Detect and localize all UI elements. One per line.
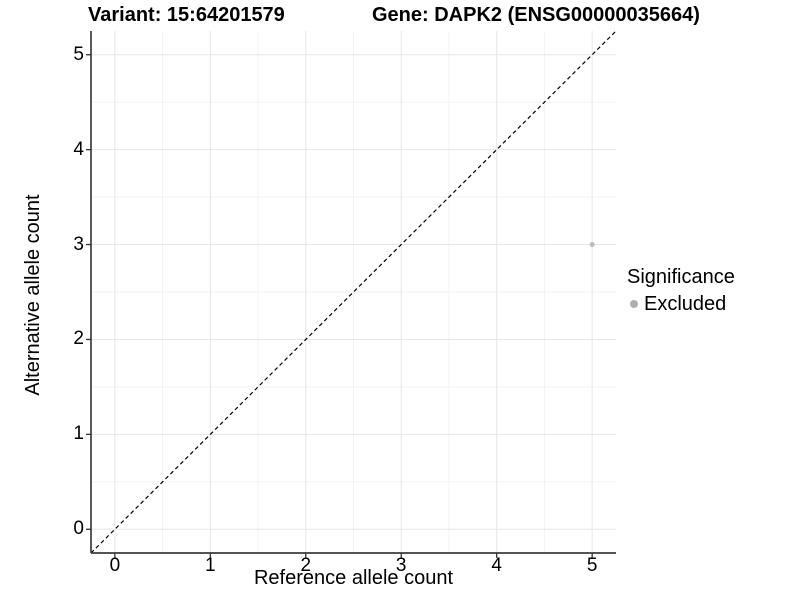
y-tick-label: 0 bbox=[73, 518, 84, 540]
legend: Significance Excluded bbox=[627, 264, 735, 317]
x-tick-label: 3 bbox=[395, 555, 407, 576]
x-tick-label: 0 bbox=[109, 555, 121, 576]
gene-title: Gene: DAPK2 (ENSG00000035664) bbox=[372, 4, 700, 26]
x-axis-title: Reference allele count bbox=[253, 567, 453, 589]
legend-item-label: Excluded bbox=[644, 293, 727, 315]
y-tick-label: 4 bbox=[73, 138, 84, 160]
x-tick-label: 4 bbox=[491, 555, 502, 576]
x-tick-label: 1 bbox=[205, 555, 216, 576]
y-tick-label: 1 bbox=[73, 423, 84, 445]
y-tick-label: 2 bbox=[73, 328, 84, 350]
y-tick-label: 5 bbox=[73, 43, 84, 65]
y-axis-title: Alternative allele count bbox=[22, 194, 44, 396]
x-tick-label: 2 bbox=[300, 555, 312, 576]
excluded-key-dot-icon bbox=[630, 300, 638, 308]
variant-title: Variant: 15:64201579 bbox=[88, 4, 285, 26]
legend-item-excluded: Excluded bbox=[627, 291, 735, 317]
legend-title: Significance bbox=[627, 266, 735, 288]
x-tick-label: 5 bbox=[586, 555, 598, 576]
y-tick-label: 3 bbox=[73, 233, 84, 255]
